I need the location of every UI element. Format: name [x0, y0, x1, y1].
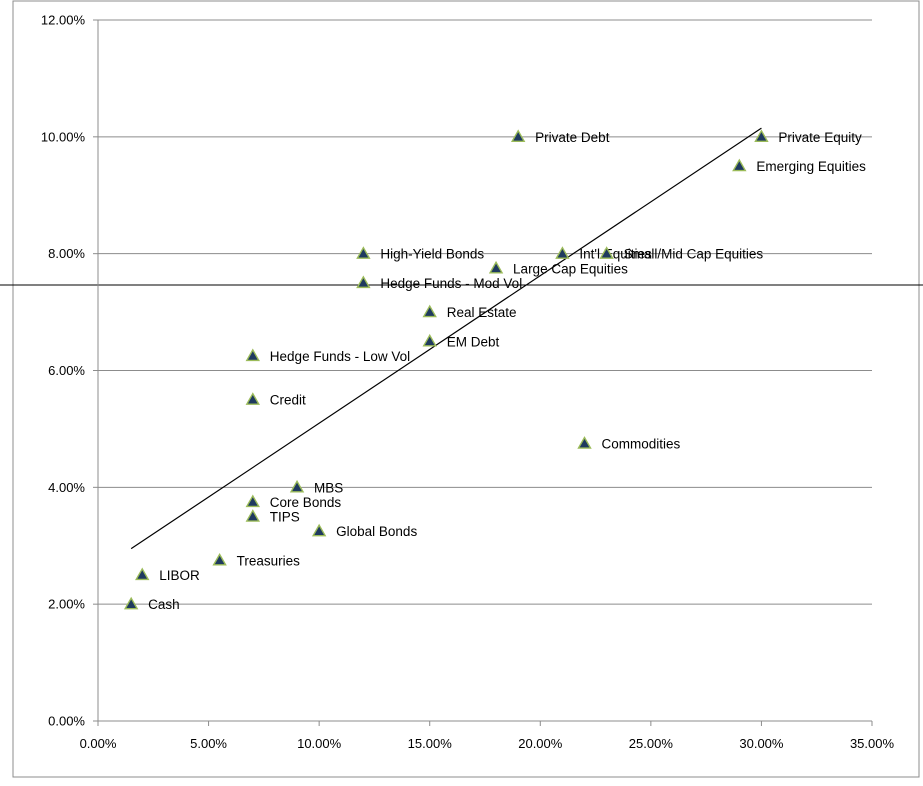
data-point-marker [135, 567, 150, 581]
y-tick-label: 10.00% [41, 129, 86, 144]
data-point-marker [356, 246, 371, 259]
data-point-label: Real Estate [447, 305, 517, 320]
y-tick-label: 12.00% [41, 13, 86, 28]
axes: 0.00% 2.00% 4.00% 6.00% 8.00% 10.00% 12.00% 0.0… [41, 13, 895, 752]
trendline [130, 127, 762, 550]
x-tick-label: 35.00% [850, 736, 895, 751]
data-point-label: Credit [270, 393, 306, 408]
gridlines [98, 19, 872, 605]
data-point-label: Small/Mid Cap Equities [624, 247, 764, 262]
data-point-label: Treasuries [237, 553, 301, 568]
data-point-marker [422, 304, 437, 318]
chart-area-border [12, 0, 920, 778]
data-point-marker [356, 275, 371, 289]
data-point-label: Hedge Funds - Low Vol [270, 349, 410, 364]
data-point-label: Hedge Funds - Mod Vol [380, 276, 522, 291]
data-point-label: Int'l Equities [579, 247, 652, 262]
x-tick-label: 30.00% [739, 736, 784, 751]
data-point-marker [599, 246, 614, 259]
x-tick-label: 0.00% [80, 736, 117, 751]
data-point-label: High-Yield Bonds [380, 247, 484, 262]
data-point-marker [245, 348, 261, 362]
data-point-label: EM Debt [447, 334, 500, 349]
data-point-label: Commodities [602, 437, 681, 452]
y-tick-label: 0.00% [48, 714, 85, 729]
y-tick-label: 8.00% [48, 246, 85, 261]
x-tick-label: 20.00% [518, 736, 563, 751]
data-point-label: Private Equity [778, 130, 862, 145]
x-tick-label: 10.00% [297, 736, 342, 751]
data-point-marker [245, 509, 261, 522]
data-point-marker [123, 596, 139, 610]
data-point-label: Large Cap Equities [513, 261, 628, 276]
data-point-label: Cash [148, 597, 180, 612]
data-point-marker [212, 552, 227, 566]
data-point-label: Private Debt [535, 130, 610, 145]
data-point-label: LIBOR [159, 568, 200, 583]
data-point-marker [245, 494, 261, 508]
data-point-label: TIPS [270, 510, 300, 525]
data-point-marker [732, 158, 747, 172]
data-point-label: Core Bonds [270, 495, 342, 510]
data-point-marker [422, 333, 437, 347]
x-tick-label: 15.00% [408, 736, 453, 751]
y-tick-label: 6.00% [48, 363, 85, 378]
data-point-label: Emerging Equities [756, 159, 866, 174]
y-tick-label: 2.00% [48, 597, 85, 612]
data-point-marker [754, 129, 769, 143]
x-tick-label: 25.00% [629, 736, 674, 751]
x-tick-label: 5.00% [190, 736, 227, 751]
data-point-label: Global Bonds [336, 524, 417, 539]
data-point-marker [510, 129, 526, 143]
y-tick-label: 4.00% [48, 480, 85, 495]
data-point-marker [311, 523, 327, 537]
data-point-marker [245, 392, 261, 405]
data-point-label: MBS [314, 480, 343, 495]
data-point-marker [577, 436, 592, 449]
data-point-marker [289, 479, 305, 493]
trendline-group [130, 127, 762, 550]
data-point-marker [555, 246, 570, 259]
data-point-marker [488, 260, 504, 274]
